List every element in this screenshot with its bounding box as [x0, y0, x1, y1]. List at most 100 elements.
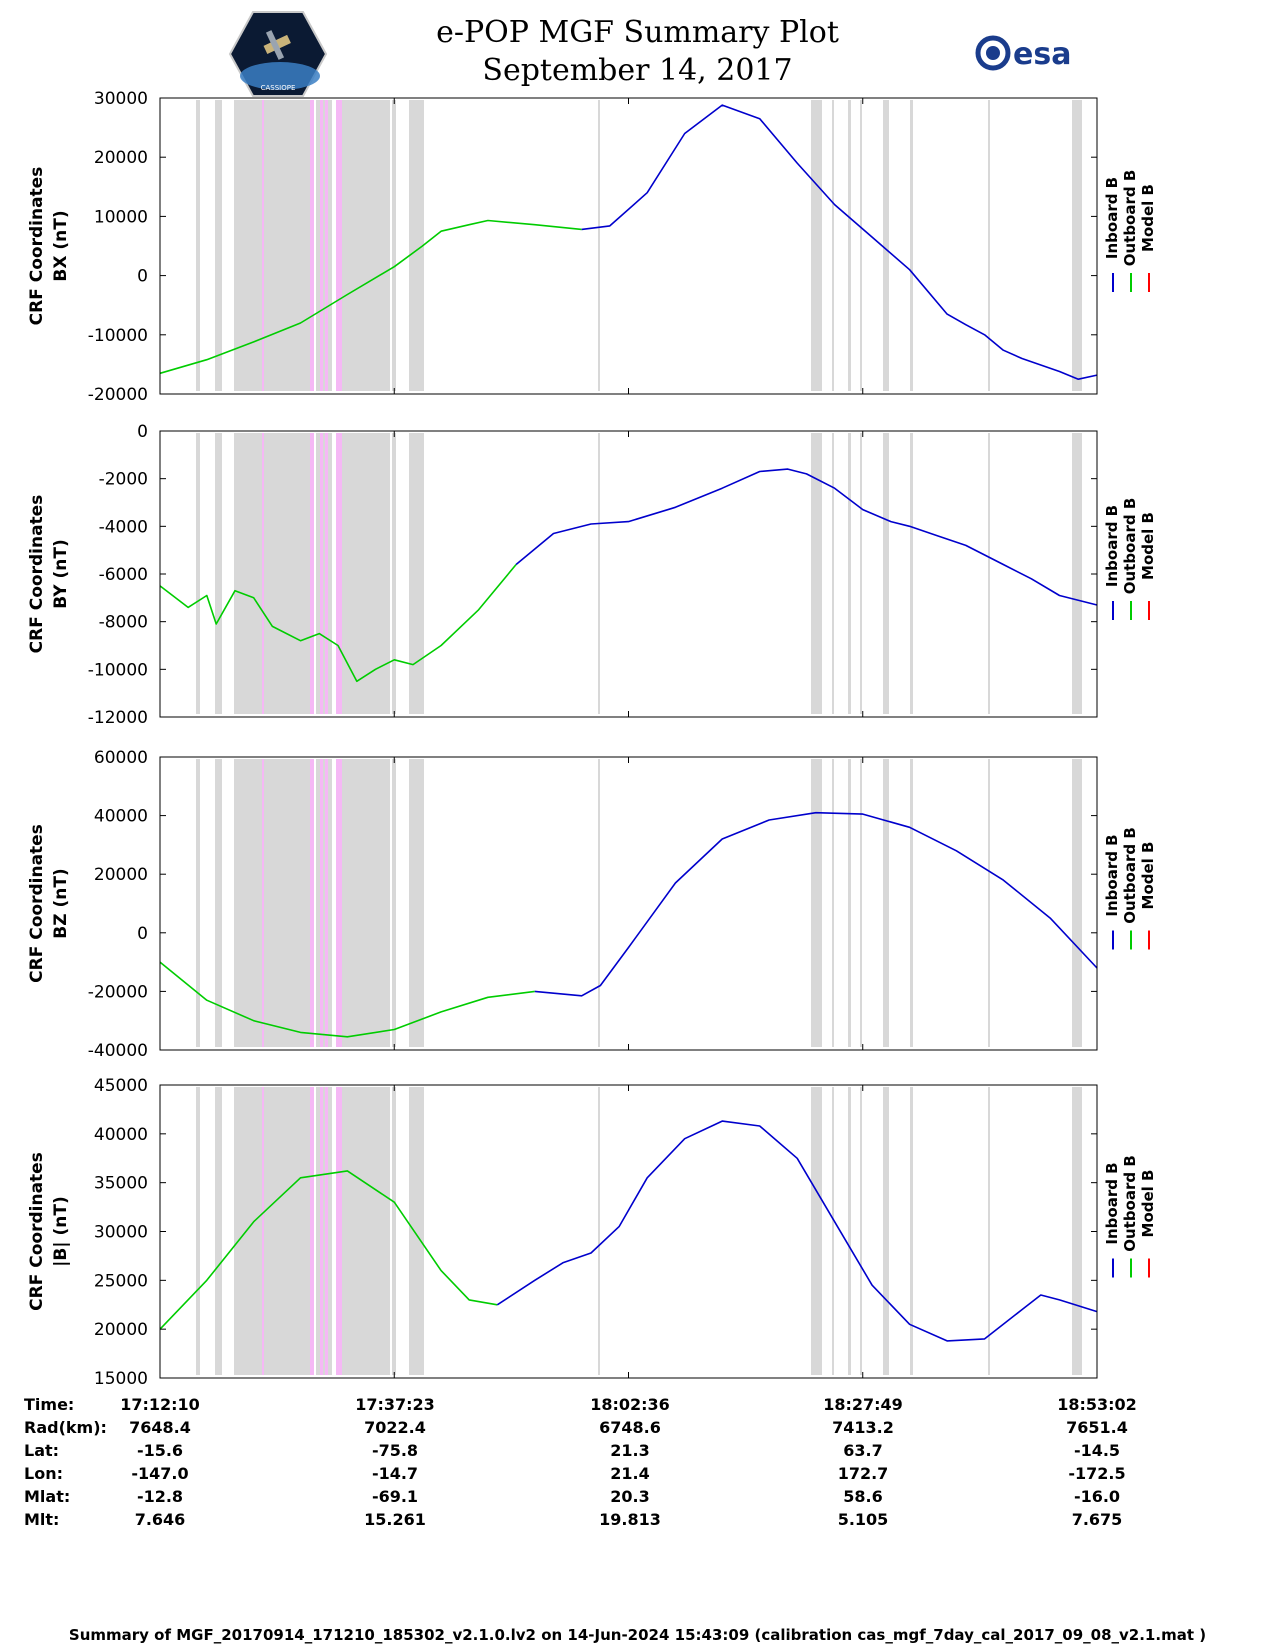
ephemeris-value-mlt: 7.675: [1071, 1510, 1123, 1529]
cassiope-logo: CASSIOPE: [228, 11, 328, 97]
legend-label: Inboard B: [1103, 505, 1121, 587]
y-axis-label: BZ (nT): [51, 868, 71, 938]
y-tick-label: -6000: [99, 565, 148, 585]
ephemeris-value-lat: 21.3: [610, 1441, 650, 1460]
chart-panel-bmag: 15000 20000 25000 30000 35000 40000 45000 CRF C…: [27, 1076, 1157, 1389]
ephemeris-value-mlat: -12.8: [136, 1487, 184, 1506]
data-gap-band: [263, 433, 310, 714]
y-tick-label: 40000: [94, 1125, 148, 1145]
chart-panel-by: -12000 -10000 -8000 -6000 -4000 -2000 0 CRF Coo…: [27, 422, 1157, 728]
data-gap-band: [883, 433, 889, 714]
y-tick-label: -10000: [88, 326, 148, 346]
plot-date: September 14, 2017: [482, 53, 793, 88]
data-gap-band: [316, 1087, 332, 1375]
event-band: [262, 433, 264, 714]
legend-label: Inboard B: [1103, 1162, 1121, 1244]
series-line-outboard-b: [159, 961, 535, 1038]
event-band: [325, 759, 328, 1047]
data-gap-band: [338, 759, 390, 1047]
legend-label: Outboard B: [1121, 1155, 1139, 1252]
data-gap-band: [316, 759, 332, 1047]
y-tick-label: 30000: [94, 1223, 148, 1243]
data-gap-band: [598, 759, 600, 1047]
y-tick-label: -8000: [99, 613, 148, 633]
legend-label: Model B: [1139, 1170, 1157, 1238]
data-gap-band: [263, 1087, 310, 1375]
data-gap-band: [598, 433, 600, 714]
y-axis-label: CRF Coordinates: [27, 495, 47, 654]
y-axis-label: BY (nT): [51, 539, 71, 609]
y-tick-label: 20000: [94, 865, 148, 885]
ephemeris-value-time: 18:53:02: [1057, 1395, 1137, 1414]
ephemeris-value-time: 17:12:10: [120, 1395, 200, 1414]
event-band: [310, 100, 314, 391]
event-band: [336, 1087, 342, 1375]
y-tick-label: 25000: [94, 1271, 148, 1291]
ephemeris-label-time: Time:: [24, 1395, 75, 1414]
event-band: [320, 759, 323, 1047]
ephemeris-value-lat: -14.5: [1073, 1441, 1121, 1460]
ephemeris-value-mlat: 58.6: [843, 1487, 883, 1506]
data-gap-band: [860, 100, 862, 391]
plot-frame: [159, 430, 1098, 718]
ephemeris-value-time: 17:37:23: [355, 1395, 435, 1414]
y-tick-label: 15000: [94, 1369, 148, 1389]
data-gap-band: [832, 1087, 834, 1375]
legend-label: Model B: [1139, 184, 1157, 252]
data-gap-band: [910, 759, 913, 1047]
ephemeris-label-lat: Lat:: [24, 1441, 60, 1460]
series-line-outboard-b: [159, 219, 582, 375]
data-gap-band: [848, 433, 851, 714]
data-gap-band: [988, 100, 990, 391]
ephemeris-value-mlt: 15.261: [364, 1510, 426, 1529]
data-gap-band: [234, 100, 262, 391]
y-tick-label: 20000: [94, 148, 148, 168]
ephemeris-label-mlat: Mlat:: [24, 1487, 71, 1506]
data-gap-band: [196, 759, 200, 1047]
y-tick-label: 10000: [94, 207, 148, 227]
data-gap-band: [910, 433, 913, 714]
ephemeris-value-time: 18:27:49: [823, 1395, 903, 1414]
series-line-inboard-b: [581, 104, 1098, 380]
y-tick-label: -40000: [88, 1041, 148, 1061]
y-tick-label: -4000: [99, 517, 148, 537]
data-gap-band: [215, 759, 222, 1047]
data-gap-band: [832, 433, 834, 714]
ephemeris-value-lat: 63.7: [843, 1441, 883, 1460]
event-band: [262, 100, 264, 391]
legend-label: Outboard B: [1121, 827, 1139, 924]
y-tick-label: 0: [137, 267, 148, 287]
data-gap-band: [392, 759, 396, 1047]
data-gap-band: [409, 100, 424, 391]
data-gap-band: [392, 433, 396, 714]
ephemeris-label-rad: Rad(km):: [24, 1418, 107, 1437]
ephemeris-value-lon: 172.7: [837, 1464, 889, 1483]
data-gap-band: [848, 759, 851, 1047]
data-gap-band: [215, 433, 222, 714]
data-gap-band: [409, 759, 424, 1047]
event-band: [325, 433, 328, 714]
event-band: [320, 1087, 323, 1375]
data-gap-band: [196, 100, 200, 391]
footer-summary: Summary of MGF_20170914_171210_185302_v2…: [68, 1626, 1207, 1644]
ephemeris-value-lon: -14.7: [371, 1464, 419, 1483]
ephemeris-value-rad: 7022.4: [364, 1418, 426, 1437]
ephemeris-value-lat: -75.8: [371, 1441, 419, 1460]
series-line-inboard-b: [496, 1120, 1098, 1342]
data-gap-band: [1072, 100, 1082, 391]
ephemeris-value-rad: 6748.6: [599, 1418, 661, 1437]
y-axis-label: |B| (nT): [51, 1196, 71, 1267]
data-gap-band: [1072, 433, 1082, 714]
ephemeris-value-lon: -172.5: [1068, 1464, 1126, 1483]
data-gap-band: [392, 1087, 396, 1375]
data-gap-band: [910, 1087, 913, 1375]
y-axis-label: CRF Coordinates: [27, 167, 47, 326]
esa-logo: esa: [975, 35, 1071, 72]
plot-frame: [159, 97, 1098, 395]
plot-frame: [159, 756, 1098, 1051]
data-gap-band: [409, 1087, 424, 1375]
event-band: [336, 100, 342, 391]
data-gap-band: [860, 759, 862, 1047]
event-band: [310, 433, 314, 714]
legend-label: Model B: [1139, 842, 1157, 910]
